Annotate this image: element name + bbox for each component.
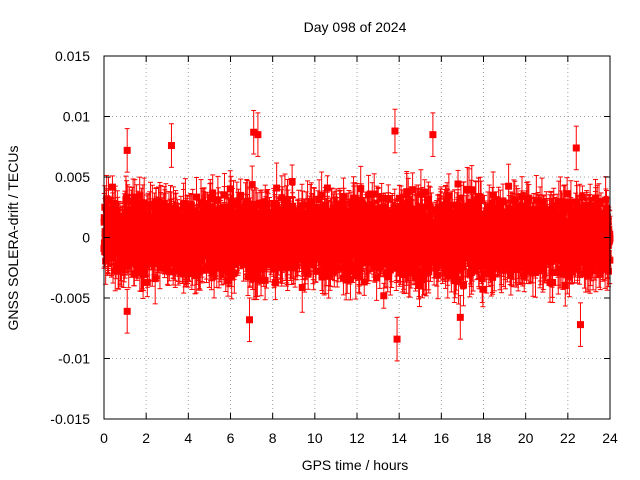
chart-title: Day 098 of 2024 (304, 19, 407, 35)
